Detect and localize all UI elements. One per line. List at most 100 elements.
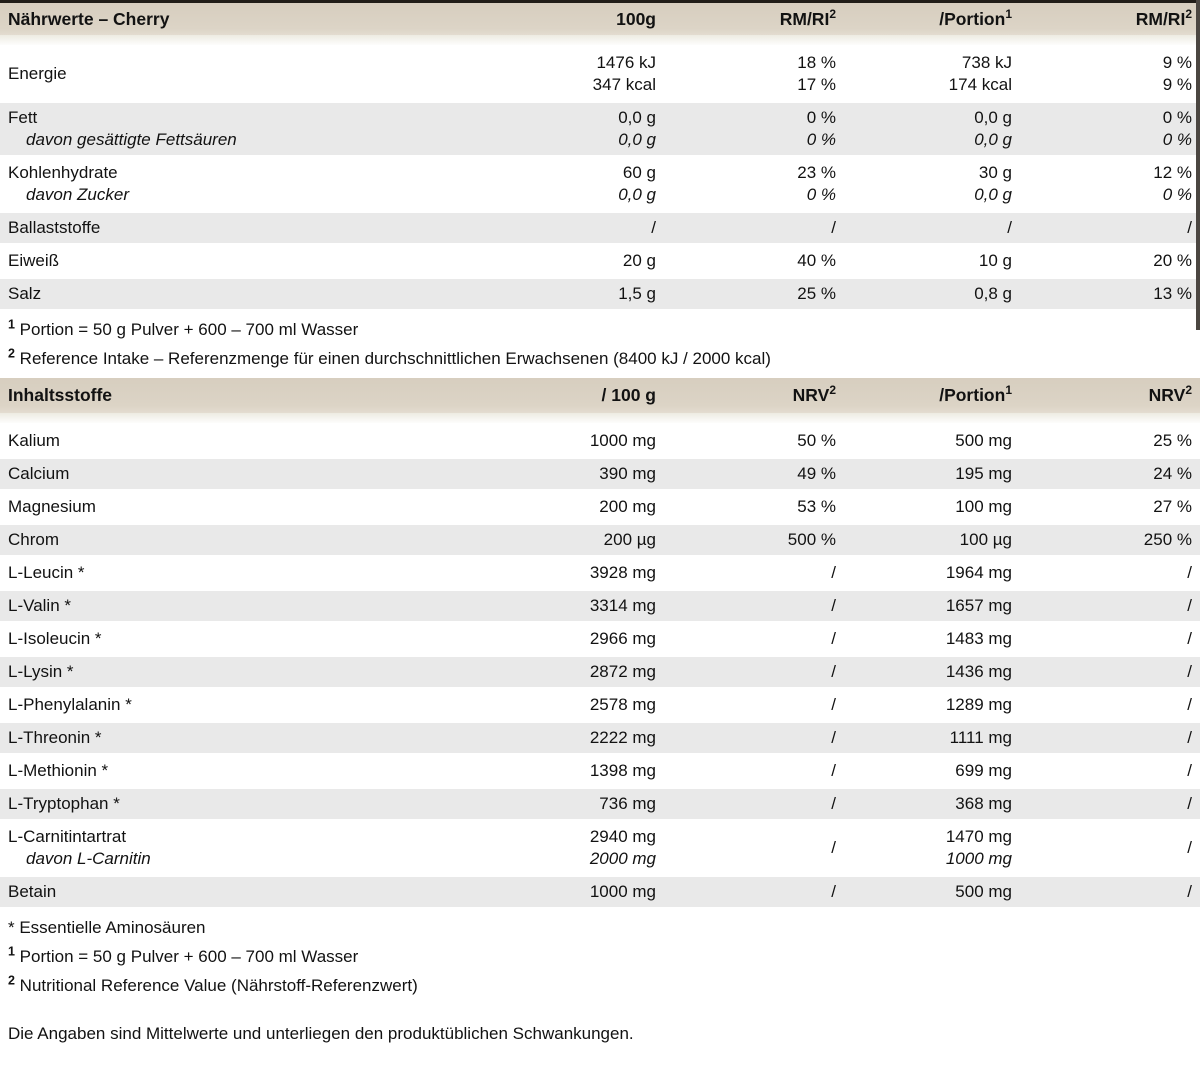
header-fade-strip xyxy=(0,413,1200,423)
row-label: Kohlenhydrate xyxy=(8,163,118,182)
table1-col-per100g: 100g xyxy=(616,8,656,29)
row-label: L-Valin * xyxy=(8,596,71,615)
row-label: Eiweiß xyxy=(8,251,60,270)
value-line: / xyxy=(831,218,836,237)
row-label-cell: L-Phenylalanin * xyxy=(8,690,484,720)
value-line: / xyxy=(831,629,836,648)
value-cell: / xyxy=(656,558,836,588)
value-line: / xyxy=(831,761,836,780)
row-label-cell: Energie xyxy=(8,48,484,100)
value-cell: 0 % 0 % xyxy=(656,103,836,155)
value-line: 1289 mg xyxy=(945,695,1012,714)
row-label-cell: L-Leucin * xyxy=(8,558,484,588)
value-line: / xyxy=(831,695,836,714)
value-line: 0,0 g xyxy=(974,130,1012,149)
value-cell: 3314 mg xyxy=(484,591,656,621)
value-cell: 1470 mg 1000 mg xyxy=(836,822,1012,874)
value-cell: 1964 mg xyxy=(836,558,1012,588)
value-cell: 0,0 g 0,0 g xyxy=(836,103,1012,155)
value-line: / xyxy=(1187,596,1192,615)
nutrition-table-section: Nährwerte – Cherry 100g RM/RI2 /Portion1… xyxy=(0,0,1200,309)
value-line: 0 % xyxy=(1162,130,1192,149)
row-label-cell: L-Tryptophan * xyxy=(8,789,484,819)
value-line: 0,0 g xyxy=(618,108,656,127)
row-label: L-Lysin * xyxy=(8,662,74,681)
footnote-marker: 2 xyxy=(8,973,15,988)
value-line: 40 % xyxy=(797,251,836,270)
table-row: Calcium 390 mg 49 % 195 mg 24 % xyxy=(0,459,1200,489)
row-label-cell: Eiweiß xyxy=(8,246,484,276)
value-cell: 1,5 g xyxy=(484,279,656,309)
table-row: Magnesium 200 mg 53 % 100 mg 27 % xyxy=(0,492,1200,522)
value-line: 174 kcal xyxy=(948,75,1012,94)
value-line: 0 % xyxy=(1162,108,1192,127)
value-cell: / xyxy=(656,822,836,874)
value-line: 500 % xyxy=(787,530,836,549)
row-label-cell: Chrom xyxy=(8,525,484,555)
value-line: 1657 mg xyxy=(945,596,1012,615)
row-label: Fett xyxy=(8,108,38,127)
value-line: / xyxy=(1007,218,1012,237)
value-line: 3928 mg xyxy=(589,563,656,582)
value-line: 23 % xyxy=(797,163,836,182)
value-cell: 10 g xyxy=(836,246,1012,276)
value-line: 195 mg xyxy=(955,464,1012,483)
value-line: 2940 mg xyxy=(589,827,656,846)
row-label-cell: Fett davon gesättigte Fettsäuren xyxy=(8,103,484,155)
value-line: 1111 mg xyxy=(949,728,1012,747)
table2-col-nrv-portion: NRV2 xyxy=(1148,383,1192,405)
value-cell: 1483 mg xyxy=(836,624,1012,654)
value-cell: 50 % xyxy=(656,426,836,456)
value-cell: 0,8 g xyxy=(836,279,1012,309)
value-cell: 40 % xyxy=(656,246,836,276)
table-row: L-Isoleucin * 2966 mg / 1483 mg / xyxy=(0,624,1200,654)
value-cell: 13 % xyxy=(1012,279,1192,309)
value-cell: / xyxy=(836,213,1012,243)
value-line: 0 % xyxy=(806,108,836,127)
value-line: 9 % xyxy=(1162,75,1192,94)
value-line: 10 g xyxy=(978,251,1012,270)
table-row: Salz 1,5 g 25 % 0,8 g 13 % xyxy=(0,279,1200,309)
row-label-cell: Calcium xyxy=(8,459,484,489)
row-label-cell: Betain xyxy=(8,877,484,907)
superscript: 2 xyxy=(1185,6,1192,21)
value-cell: / xyxy=(656,657,836,687)
value-cell: 60 g 0,0 g xyxy=(484,158,656,210)
footnote: 2 Reference Intake – Referenzmenge für e… xyxy=(8,347,1192,370)
table2-title-cell: Inhaltsstoffe xyxy=(8,381,484,410)
table-row: L-Phenylalanin * 2578 mg / 1289 mg / xyxy=(0,690,1200,720)
header-fade-strip xyxy=(0,35,1200,45)
value-line: 25 % xyxy=(1153,431,1192,450)
footnote-text: Portion = 50 g Pulver + 600 – 700 ml Was… xyxy=(14,320,359,339)
table1-col-rmri-100g: RM/RI2 xyxy=(779,6,836,29)
value-line: 1436 mg xyxy=(945,662,1012,681)
value-cell: / xyxy=(656,723,836,753)
table2-col-portion: /Portion1 xyxy=(939,383,1012,405)
value-line: / xyxy=(1187,218,1192,237)
value-cell: 0,0 g 0,0 g xyxy=(484,103,656,155)
row-label-cell: L-Valin * xyxy=(8,591,484,621)
value-cell: 1436 mg xyxy=(836,657,1012,687)
value-cell: 27 % xyxy=(1012,492,1192,522)
table-row: Betain 1000 mg / 500 mg / xyxy=(0,877,1200,907)
value-cell: 500 mg xyxy=(836,877,1012,907)
row-sub-label: davon gesättigte Fettsäuren xyxy=(26,130,237,149)
value-line: 20 % xyxy=(1153,251,1192,270)
value-line: / xyxy=(1187,761,1192,780)
value-cell: 195 mg xyxy=(836,459,1012,489)
value-cell: / xyxy=(1012,624,1192,654)
footnote-text: Nutritional Reference Value (Nährstoff-R… xyxy=(14,976,418,995)
value-cell: 2578 mg xyxy=(484,690,656,720)
value-cell: / xyxy=(656,756,836,786)
row-label: L-Leucin * xyxy=(8,563,85,582)
table-row: L-Methionin * 1398 mg / 699 mg / xyxy=(0,756,1200,786)
value-cell: 200 µg xyxy=(484,525,656,555)
value-line: 1000 mg xyxy=(589,431,656,450)
value-line: 0,0 g xyxy=(618,130,656,149)
table-row: Kalium 1000 mg 50 % 500 mg 25 % xyxy=(0,426,1200,456)
row-label-cell: L-Lysin * xyxy=(8,657,484,687)
value-cell: / xyxy=(656,789,836,819)
table2-col-nrv-100g: NRV2 xyxy=(792,383,836,405)
value-cell: / xyxy=(1012,591,1192,621)
value-line: 500 mg xyxy=(955,431,1012,450)
